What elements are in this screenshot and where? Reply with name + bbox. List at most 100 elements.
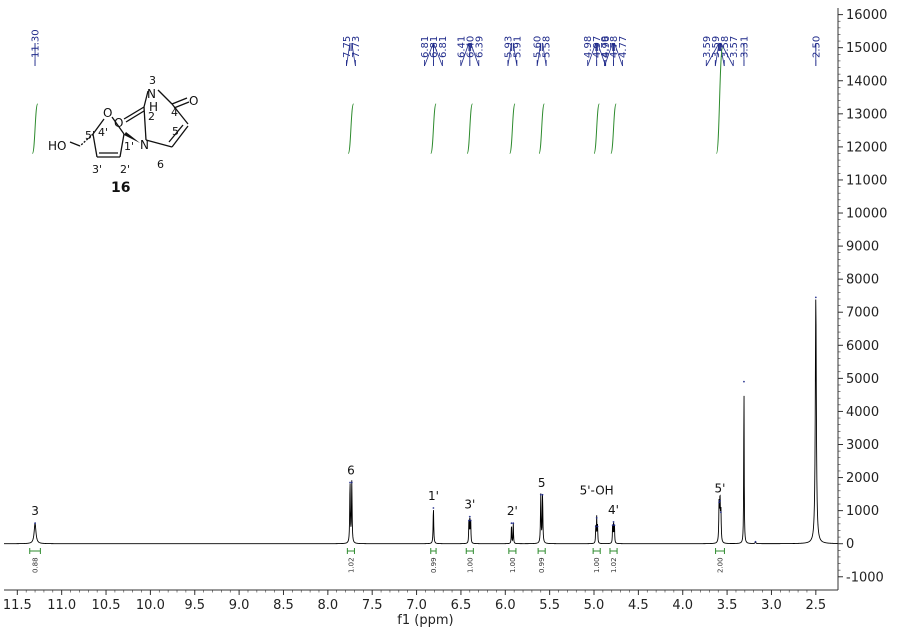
peak-apex-marker [432,507,435,509]
x-tick-label: 9.0 [229,598,250,613]
integral-curve [31,103,39,154]
peak-shift-label: 2.50 [811,36,822,58]
struct-label-c5p: 5' [85,129,95,142]
integral-curve [509,103,516,154]
bond-n3-c4 [157,89,173,105]
peak-apex-marker [350,481,353,484]
peak-shift-label: 4.77 [618,36,629,58]
peak-label-leader [542,42,547,67]
peak-apex-marker [349,481,351,484]
y-tick-label: 13000 [846,107,887,122]
peak-apex-marker [541,493,544,496]
x-tick-label: 11.0 [47,598,76,613]
peak-apex-marker [719,499,721,502]
x-tick-label: 6.0 [495,598,516,613]
peak-label-leader [346,42,351,67]
bond-c2-n1 [143,106,147,141]
peak-shift-label: 4.96 [601,36,612,58]
bond-c4p-o [92,118,105,135]
integral-value: 0.99 [430,557,438,573]
peak-shift-label: 5.58 [542,36,553,58]
peak-apex-marker [595,517,598,519]
integral-curves [31,47,724,154]
peak-apex-marker [469,519,472,522]
bond-n3-c2 [143,90,149,108]
bond-c2-o2-double [125,110,145,123]
struct-label-c1p: 1' [124,140,134,153]
bond-c5-c6 [171,125,189,148]
y-tick-label: 10000 [846,207,887,222]
peak-shift-label: 5.91 [512,36,523,58]
y-tick-label: 9000 [846,240,879,255]
peak-label-leader [507,42,512,67]
peak-apex-marker [512,522,515,525]
y-tick-label: 7000 [846,306,879,321]
peak-apex-marker [611,524,614,527]
peak-assignment-label: 3 [31,504,39,518]
x-tick-label: 3.5 [717,598,738,613]
peak-shift-label: 3.59 [711,36,722,58]
compound-number: 16 [111,180,130,196]
peak-shift-label: 6.81 [429,36,440,58]
x-tick-label: 2.5 [805,598,826,613]
integral-curve [347,103,355,154]
peak-shift-label: 7.73 [351,36,362,58]
x-tick-label: 9.5 [184,598,205,613]
x-tick-label: 4.0 [672,598,693,613]
x-axis-title: f1 (ppm) [397,613,453,628]
peak-shift-labels: 11.307.757.736.816.816.816.416.406.395.9… [31,29,822,67]
bond-c2-o2 [123,106,145,120]
peak-label-leader [604,42,614,67]
peak-apex-marker [34,522,36,525]
peak-apex-marker [468,519,470,522]
x-tick-label: 5.5 [539,598,560,613]
peak-shift-label: 11.30 [31,29,42,58]
peak-shift-label: 5.60 [533,36,544,58]
y-tick-label: 12000 [846,140,887,155]
struct-label-n1: N [140,138,149,152]
peak-label-leader [433,42,443,67]
struct-label-c3p: 3' [92,163,102,176]
hash-c4p-c5p [79,133,94,147]
y-axis: 1600015000140001300012000110001000090008… [837,8,887,590]
peak-label-leader [470,42,480,67]
peak-shift-label: 5.93 [503,36,514,58]
spectrum-trace-group [4,296,839,545]
peak-apex-marker [719,511,722,514]
bond-c5p-oh [69,141,81,147]
y-tick-label: 0 [846,537,854,552]
peak-label-leader [424,42,434,67]
y-tick-label: 8000 [846,273,879,288]
struct-label-c5: 5 [172,125,179,138]
bond-c5-c6-double [168,124,184,143]
struct-label-c6: 6 [157,158,164,171]
x-tick-label: 10.0 [136,598,165,613]
peak-apex-marker [596,525,599,528]
peak-label-leader [587,42,597,67]
y-tick-label: 4000 [846,405,879,420]
x-tick-label: 6.5 [451,598,472,613]
integral-curve [466,103,473,154]
struct-label-c4: 4 [171,106,178,119]
integral-value: 2.00 [716,557,724,573]
peak-apex-marker [612,520,615,523]
struct-label-c2: 2 [148,110,155,123]
struct-label-o2: O [114,116,123,130]
peak-apex-marker [743,380,745,383]
y-tick-label: -1000 [846,570,884,585]
spectrum-trace [4,299,839,545]
integral-curve [715,47,724,154]
peak-apex-marker [754,540,757,543]
molecular-structure: 3 N H 2 O 4 O 5 6 N 1' 2' 3' 4' 5' O HO … [48,74,198,196]
peak-shift-label: 6.81 [420,36,431,58]
peak-assignment-label: 4' [608,503,619,517]
wedge-c1p-n1 [124,132,140,143]
peak-shift-label: 7.75 [342,36,353,58]
integral-value: 1.00 [466,557,474,573]
bond-c4-o4 [171,97,188,105]
integral-curve [538,103,545,154]
integral-value: 1.02 [347,557,355,573]
peak-shift-label: 6.81 [438,36,449,58]
peak-shift-label: 4.79 [600,36,611,58]
struct-label-nh-h: H [149,100,158,114]
